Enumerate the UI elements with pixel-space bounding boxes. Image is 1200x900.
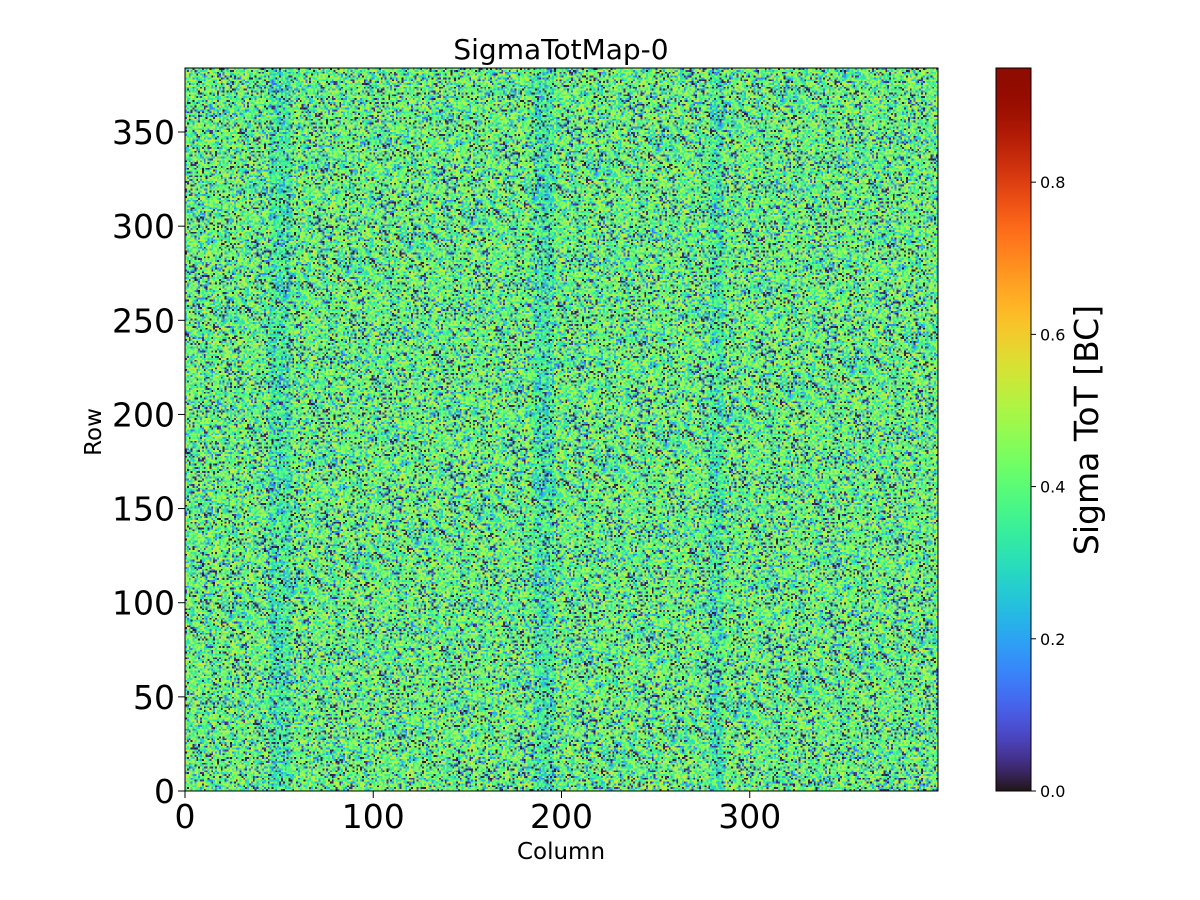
y-tick-label: 100 (112, 584, 175, 623)
x-tick-label: 0 (175, 797, 196, 836)
y-axis-label: Row (81, 408, 107, 456)
x-tick-label: 200 (530, 797, 593, 836)
x-tick-label: 300 (718, 797, 781, 836)
colorbar-tick-label: 0.6 (1040, 325, 1065, 344)
colorbar-ticks: 0.0 0.2 0.4 0.6 0.8 (1031, 173, 1065, 801)
colorbar-frame (995, 67, 1032, 792)
y-ticks: 0 50 100 150 200 250 300 350 (112, 113, 185, 811)
colorbar-tick-label: 0.8 (1040, 173, 1065, 192)
y-tick-label: 150 (112, 490, 175, 529)
colorbar-tick-label: 0.4 (1040, 478, 1065, 497)
colorbar-label: Sigma ToT [BC] (1067, 305, 1106, 555)
y-tick-label: 250 (112, 301, 175, 340)
y-tick-label: 200 (112, 395, 175, 434)
y-tick-label: 50 (133, 678, 175, 717)
x-axis-label: Column (517, 839, 605, 865)
x-ticks: 0 100 200 300 (175, 791, 781, 836)
y-tick-label: 350 (112, 113, 175, 152)
chart-title: SigmaTotMap-0 (453, 33, 668, 66)
heatmap-image (185, 68, 938, 791)
x-tick-label: 100 (342, 797, 405, 836)
y-tick-label: 300 (112, 207, 175, 246)
colorbar-tick-label: 0.2 (1040, 630, 1065, 649)
plot-frame (184, 67, 939, 792)
y-tick-label: 0 (154, 772, 175, 811)
colorbar-gradient (996, 68, 1031, 791)
colorbar-tick-label: 0.0 (1040, 782, 1065, 801)
